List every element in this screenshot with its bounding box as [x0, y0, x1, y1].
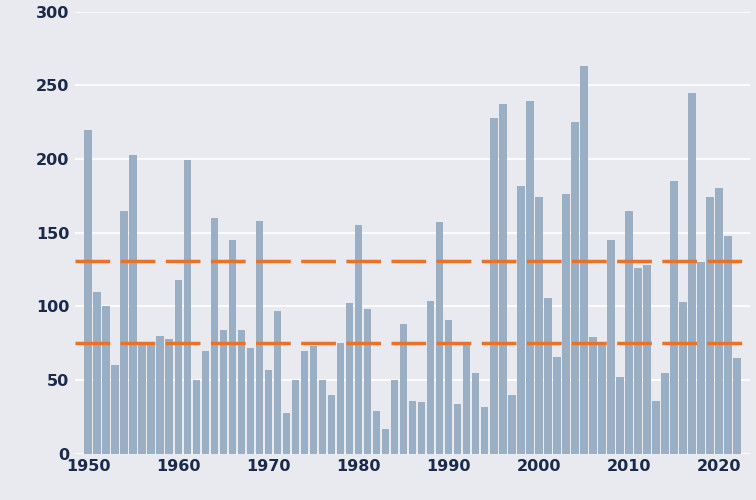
- Bar: [427, 300, 435, 454]
- Bar: [706, 198, 714, 454]
- Bar: [373, 411, 380, 454]
- Bar: [147, 344, 155, 454]
- Bar: [210, 218, 218, 454]
- Bar: [265, 370, 272, 454]
- Bar: [652, 401, 660, 454]
- Bar: [246, 348, 254, 454]
- Bar: [526, 102, 534, 454]
- Bar: [274, 311, 281, 454]
- Bar: [598, 345, 606, 454]
- Bar: [129, 154, 137, 454]
- Bar: [382, 429, 389, 454]
- Bar: [481, 406, 488, 454]
- Bar: [490, 118, 497, 454]
- Bar: [228, 240, 236, 454]
- Bar: [553, 356, 560, 454]
- Bar: [193, 380, 200, 454]
- Bar: [544, 298, 552, 454]
- Bar: [175, 280, 182, 454]
- Bar: [319, 380, 327, 454]
- Bar: [733, 358, 741, 454]
- Bar: [625, 210, 633, 454]
- Bar: [336, 344, 344, 454]
- Bar: [120, 210, 128, 454]
- Bar: [435, 222, 444, 454]
- Bar: [418, 402, 426, 454]
- Bar: [400, 324, 407, 454]
- Bar: [463, 344, 470, 454]
- Bar: [607, 240, 615, 454]
- Bar: [156, 336, 164, 454]
- Bar: [283, 412, 290, 454]
- Bar: [535, 198, 543, 454]
- Bar: [355, 226, 362, 454]
- Bar: [508, 395, 516, 454]
- Bar: [661, 373, 669, 454]
- Bar: [580, 66, 587, 454]
- Bar: [472, 373, 479, 454]
- Bar: [111, 366, 119, 454]
- Bar: [85, 130, 92, 454]
- Bar: [697, 262, 705, 454]
- Bar: [310, 346, 318, 454]
- Bar: [138, 344, 146, 454]
- Bar: [345, 304, 353, 454]
- Bar: [409, 401, 417, 454]
- Bar: [643, 265, 651, 454]
- Bar: [219, 330, 228, 454]
- Bar: [679, 302, 686, 454]
- Bar: [166, 339, 173, 454]
- Bar: [237, 330, 245, 454]
- Bar: [589, 338, 596, 454]
- Bar: [571, 122, 578, 454]
- Bar: [94, 292, 101, 454]
- Bar: [301, 350, 308, 454]
- Bar: [634, 268, 642, 454]
- Bar: [499, 104, 507, 454]
- Bar: [364, 310, 371, 454]
- Bar: [616, 377, 624, 454]
- Bar: [327, 395, 336, 454]
- Bar: [202, 350, 209, 454]
- Bar: [445, 320, 452, 454]
- Bar: [391, 380, 398, 454]
- Bar: [562, 194, 569, 454]
- Bar: [715, 188, 723, 454]
- Bar: [454, 404, 461, 454]
- Bar: [292, 380, 299, 454]
- Bar: [184, 160, 191, 454]
- Bar: [724, 236, 732, 454]
- Bar: [256, 221, 263, 454]
- Bar: [517, 186, 525, 454]
- Bar: [688, 92, 696, 454]
- Bar: [102, 306, 110, 454]
- Bar: [670, 181, 677, 454]
